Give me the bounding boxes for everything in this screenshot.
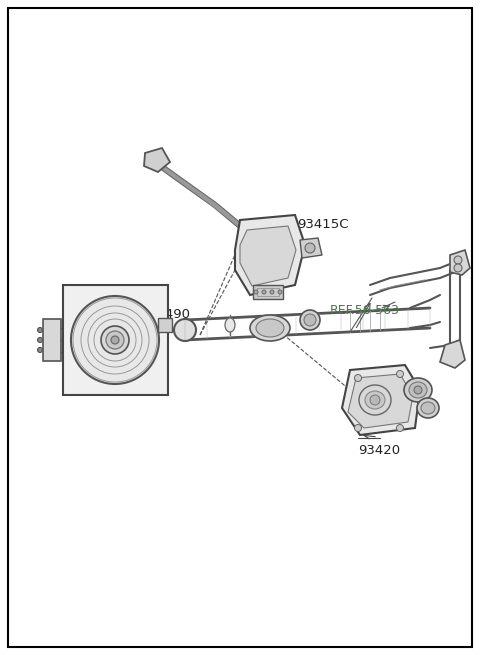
Ellipse shape — [355, 375, 361, 381]
Ellipse shape — [409, 382, 427, 398]
Ellipse shape — [254, 290, 258, 294]
Ellipse shape — [37, 328, 43, 333]
Ellipse shape — [101, 326, 129, 354]
Bar — [257, 288, 279, 296]
Ellipse shape — [417, 398, 439, 418]
Polygon shape — [144, 148, 170, 172]
Polygon shape — [240, 226, 296, 286]
Ellipse shape — [396, 371, 404, 377]
Text: 93415C: 93415C — [297, 219, 348, 231]
Polygon shape — [342, 365, 420, 435]
Ellipse shape — [454, 264, 462, 272]
Polygon shape — [235, 215, 305, 295]
Ellipse shape — [71, 296, 159, 384]
Polygon shape — [450, 250, 470, 275]
Ellipse shape — [365, 391, 385, 409]
Ellipse shape — [359, 385, 391, 415]
Ellipse shape — [304, 314, 316, 326]
Text: 93490: 93490 — [148, 309, 190, 322]
Ellipse shape — [174, 319, 196, 341]
Ellipse shape — [300, 310, 320, 330]
Ellipse shape — [370, 395, 380, 405]
Ellipse shape — [250, 315, 290, 341]
Ellipse shape — [421, 402, 435, 414]
Ellipse shape — [454, 256, 462, 264]
Ellipse shape — [270, 290, 274, 294]
Text: 93420: 93420 — [358, 443, 400, 457]
Ellipse shape — [262, 290, 266, 294]
Polygon shape — [440, 340, 465, 368]
Ellipse shape — [278, 290, 282, 294]
Ellipse shape — [396, 424, 404, 432]
Ellipse shape — [305, 243, 315, 253]
Polygon shape — [348, 374, 413, 428]
Ellipse shape — [404, 378, 432, 402]
Ellipse shape — [37, 348, 43, 352]
Ellipse shape — [111, 336, 119, 344]
Ellipse shape — [256, 319, 284, 337]
Bar — [158, 318, 172, 332]
Bar — [43, 319, 61, 361]
Text: REF.56-563: REF.56-563 — [330, 303, 400, 316]
Ellipse shape — [37, 337, 43, 343]
Ellipse shape — [225, 318, 235, 332]
Ellipse shape — [414, 386, 422, 394]
Bar — [62, 285, 168, 395]
Bar — [253, 285, 283, 299]
Polygon shape — [300, 238, 322, 258]
Ellipse shape — [355, 424, 361, 432]
Ellipse shape — [106, 331, 124, 349]
